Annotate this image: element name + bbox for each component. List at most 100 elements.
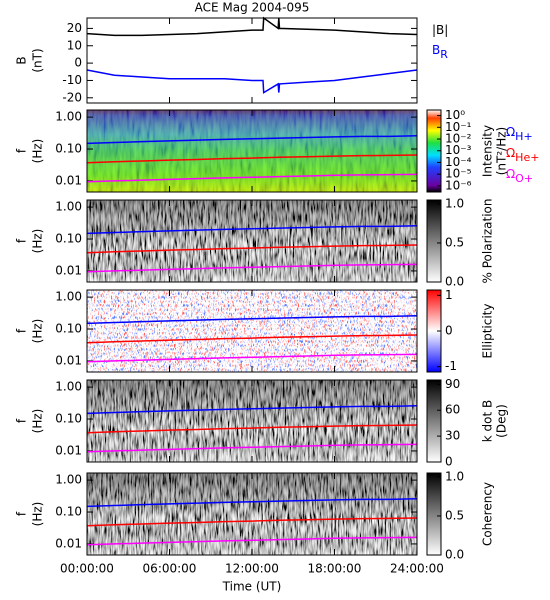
- colorbar-label: Coherency: [481, 482, 495, 546]
- y-tick-label: 0.01: [55, 173, 82, 187]
- legend-entry: |B|: [432, 23, 448, 37]
- colorbar-label: % Polarization: [481, 199, 495, 284]
- data-line: [86, 135, 418, 145]
- plot-frame: [86, 379, 418, 463]
- legend-entry: ΩHe+: [506, 146, 539, 165]
- spectrogram-shade: [87, 380, 417, 462]
- data-line: [86, 498, 418, 508]
- y-tick-label: 0.10: [55, 322, 82, 336]
- data-line: [86, 405, 418, 415]
- colorbar-label: Intensity: [481, 125, 495, 177]
- colorbar-unit: (Deg): [495, 404, 509, 438]
- y-tick-label: 20: [67, 21, 82, 35]
- y-tick-label: 0.10: [55, 142, 82, 156]
- data-line: [86, 334, 418, 344]
- y-tick-label: 0.10: [55, 412, 82, 426]
- data-line: [86, 517, 418, 527]
- data-line: [86, 173, 418, 183]
- data-line: [86, 154, 418, 164]
- legend-name: Ω: [506, 167, 515, 181]
- chart-title: ACE Mag 2004-095: [195, 1, 310, 15]
- y-tick-label: 1.00: [55, 200, 82, 214]
- legend-subscript: He+: [515, 151, 539, 164]
- x-tick-label: 24:00:00: [390, 562, 444, 576]
- y-axis-unit: (Hz): [31, 409, 45, 434]
- colorbar: [426, 472, 442, 556]
- y-tick-label: 0: [74, 56, 82, 70]
- legend-subscript: O+: [515, 172, 533, 185]
- plot-frame: [86, 109, 418, 193]
- colorbar-tick-label: 30: [445, 429, 460, 443]
- y-axis-label: f: [15, 148, 29, 153]
- colorbar-tick-label: 0: [445, 455, 453, 469]
- y-tick-label: 1.00: [55, 380, 82, 394]
- colorbar-tick-label: 1.0: [445, 196, 464, 210]
- legend-name: |B|: [432, 23, 448, 37]
- colorbar-tick-label: 10⁻¹: [445, 120, 472, 134]
- plot-frame: [86, 199, 418, 283]
- y-tick-label: 0.01: [55, 443, 82, 457]
- colorbar-tick-label: 0.5: [445, 508, 464, 522]
- colorbar-tick-label: 10⁻⁴: [445, 155, 472, 169]
- legend-entry: BR: [432, 43, 448, 62]
- y-tick-label: 0.01: [55, 536, 82, 550]
- y-tick-label: -10: [62, 73, 82, 87]
- colorbar-label: Ellipticity: [481, 304, 495, 359]
- y-axis-unit: (Hz): [31, 319, 45, 344]
- y-tick-label: 0.01: [55, 353, 82, 367]
- data-line: [86, 443, 418, 453]
- colorbar-tick-label: 0.5: [445, 235, 464, 249]
- colorbar-tick-label: 0: [445, 324, 453, 338]
- colorbar-tick-label: 1: [445, 288, 453, 302]
- plot-frame: [86, 17, 418, 104]
- colorbar-tick-label: 0.0: [445, 548, 464, 562]
- colorbar-tick-label: 10⁰: [445, 108, 465, 122]
- colorbar-tick-label: -1: [445, 359, 457, 373]
- legend-entry: ΩO+: [506, 167, 533, 186]
- x-axis-label: Time (UT): [222, 580, 282, 594]
- plot-frame: [86, 289, 418, 373]
- plot-frame: [86, 472, 418, 556]
- data-line: [86, 315, 418, 325]
- y-tick-label: 0.10: [55, 232, 82, 246]
- colorbar-tick-label: 60: [445, 403, 460, 417]
- data-line: [86, 263, 418, 273]
- x-tick-label: 06:00:00: [143, 562, 197, 576]
- x-tick-label: 18:00:00: [308, 562, 362, 576]
- colorbar-label: k dot B: [481, 400, 495, 442]
- y-axis-label: f: [15, 511, 29, 516]
- legend-entry: ΩH+: [506, 125, 533, 144]
- colorbar: [426, 379, 442, 463]
- colorbar-tick-label: 10⁻³: [445, 143, 472, 157]
- y-tick-label: 1.00: [55, 110, 82, 124]
- colorbar-tick-label: 10⁻²: [445, 132, 472, 146]
- legend-subscript: R: [440, 48, 448, 61]
- colorbar-tick-label: 1.0: [445, 469, 464, 483]
- y-axis-unit: (Hz): [31, 139, 45, 164]
- data-line: [86, 536, 418, 546]
- data-line: [86, 244, 418, 254]
- spectrogram-image: [87, 290, 417, 372]
- colorbar-tick-label: 0.0: [445, 275, 464, 289]
- y-axis-unit: (Hz): [31, 229, 45, 254]
- y-tick-label: 1.00: [55, 473, 82, 487]
- x-tick-label: 00:00:00: [60, 562, 114, 576]
- legend-name: B: [432, 43, 440, 57]
- y-axis-label: f: [15, 328, 29, 333]
- data-line: [86, 69, 418, 94]
- spectrogram-shade: [87, 473, 417, 555]
- spectrogram-shade: [87, 200, 417, 282]
- colorbar-tick-label: 90: [445, 377, 460, 391]
- spectrogram-texture: [87, 110, 417, 192]
- y-tick-label: -20: [62, 90, 82, 104]
- y-axis-label: f: [15, 238, 29, 243]
- colorbar-tick-label: 10⁻⁵: [445, 167, 472, 181]
- y-tick-label: 0.10: [55, 505, 82, 519]
- x-tick-label: 12:00:00: [225, 562, 279, 576]
- data-line: [86, 225, 418, 235]
- colorbar-tick-label: 10⁻⁶: [445, 178, 472, 192]
- legend-name: Ω: [506, 125, 515, 139]
- legend-subscript: H+: [515, 130, 533, 143]
- y-tick-label: 0.01: [55, 263, 82, 277]
